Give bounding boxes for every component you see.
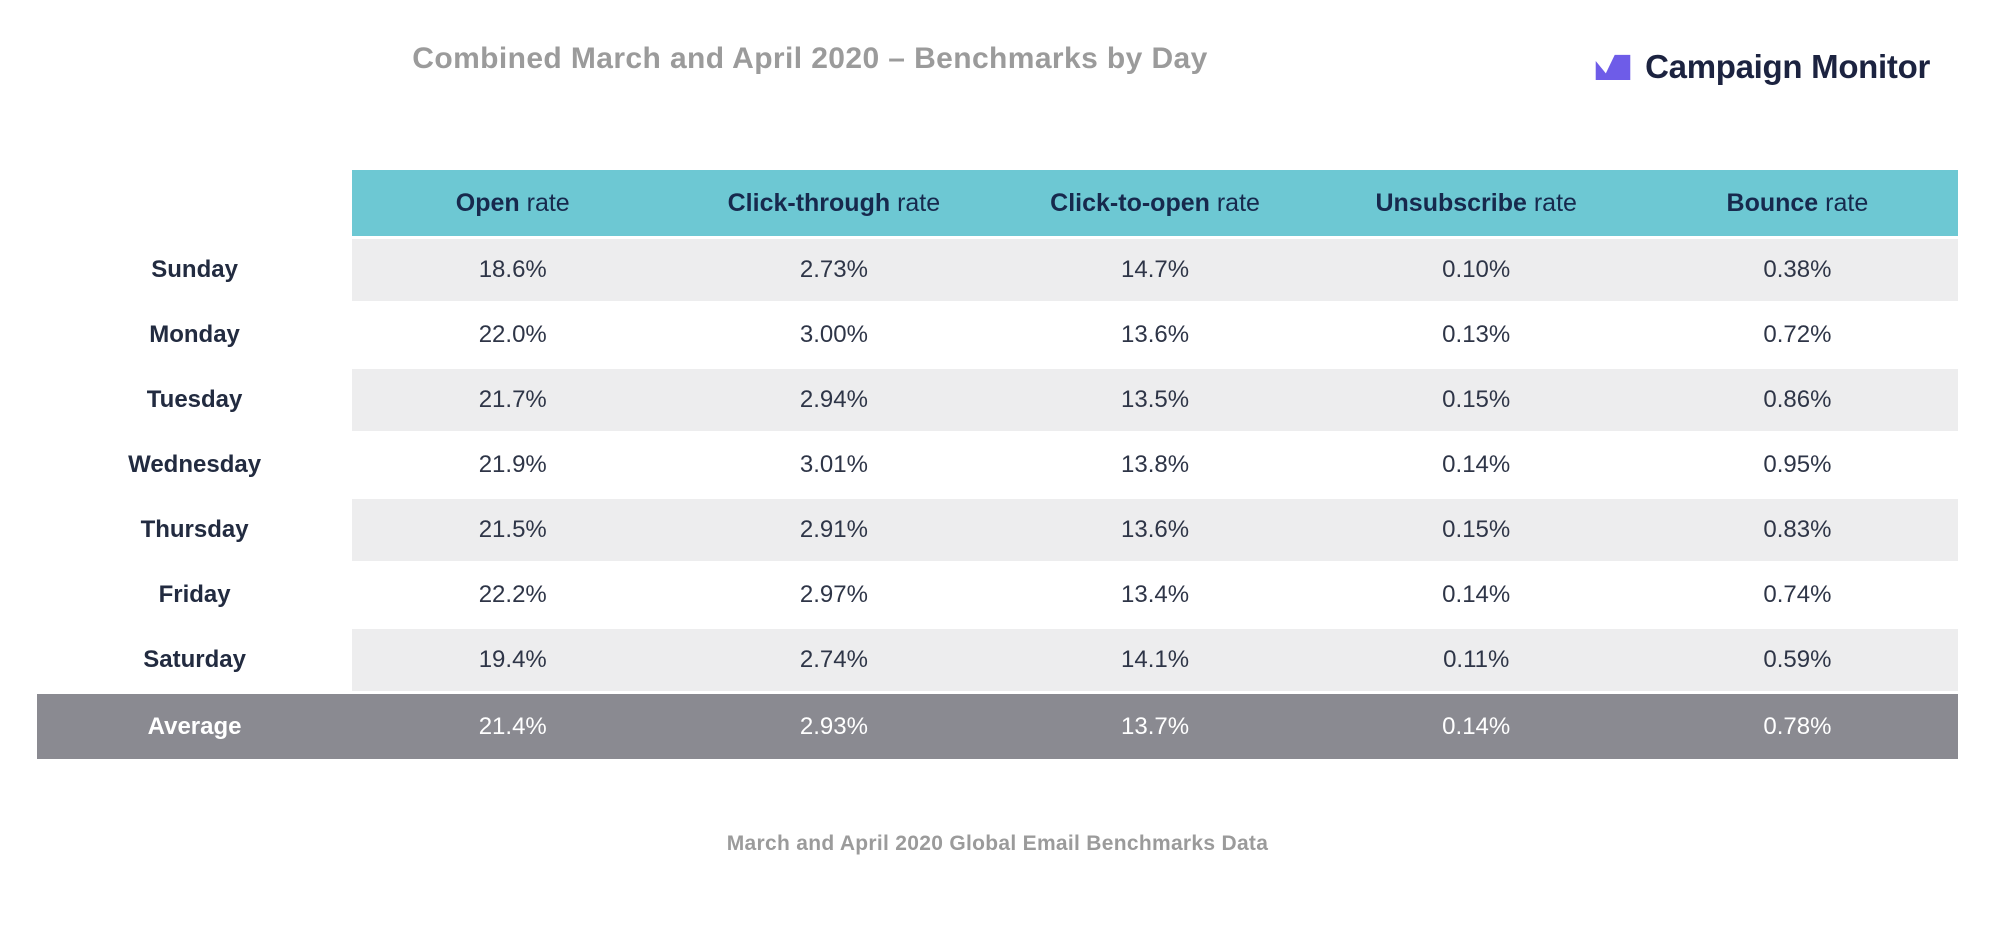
value-cell: 0.14% (1315, 564, 1637, 629)
row-label-cell: Thursday (37, 499, 353, 564)
value-cell: 0.72% (1636, 304, 1958, 369)
value-cell: 22.2% (352, 564, 674, 629)
value-cell: 0.13% (1315, 304, 1637, 369)
table-row: Thursday 21.5% 2.91% 13.6% 0.15% 0.83% (37, 499, 1958, 564)
table-row: Monday 22.0% 3.00% 13.6% 0.13% 0.72% (37, 304, 1958, 369)
average-row: Average 21.4% 2.93% 13.7% 0.14% 0.78% (37, 694, 1958, 759)
source-caption: March and April 2020 Global Email Benchm… (726, 832, 1269, 855)
corner-header-cell (37, 170, 353, 239)
value-cell: 0.38% (1636, 239, 1958, 304)
value-cell: 0.78% (1636, 694, 1958, 759)
value-cell: 18.6% (352, 239, 674, 304)
value-cell: 0.95% (1636, 434, 1958, 499)
value-cell: 0.15% (1315, 369, 1637, 434)
column-header: Unsubscribe rate (1315, 170, 1637, 239)
value-cell: 13.5% (994, 369, 1316, 434)
benchmarks-table: Open rate Click-through rate Click-to-open… (37, 170, 1958, 759)
value-cell: 21.9% (352, 434, 674, 499)
page-title: Combined March and April 2020 – Benchmar… (412, 42, 1208, 75)
row-label-cell: Tuesday (37, 369, 353, 434)
value-cell: 0.11% (1315, 629, 1637, 694)
value-cell: 21.4% (352, 694, 674, 759)
table-row: Sunday 18.6% 2.73% 14.7% 0.10% 0.38% (37, 239, 1958, 304)
column-header: Click-to-open rate (994, 170, 1316, 239)
value-cell: 2.93% (673, 694, 995, 759)
value-cell: 3.01% (673, 434, 995, 499)
value-cell: 13.4% (994, 564, 1316, 629)
row-label-cell: Monday (37, 304, 353, 369)
table-row: Saturday 19.4% 2.74% 14.1% 0.11% 0.59% (37, 629, 1958, 694)
table-row: Wednesday 21.9% 3.01% 13.8% 0.14% 0.95% (37, 434, 1958, 499)
campaign-monitor-logo-icon (1594, 53, 1632, 81)
value-cell: 2.94% (673, 369, 995, 434)
value-cell: 2.97% (673, 564, 995, 629)
value-cell: 22.0% (352, 304, 674, 369)
table-row: Tuesday 21.7% 2.94% 13.5% 0.15% 0.86% (37, 369, 1958, 434)
table-body: Sunday 18.6% 2.73% 14.7% 0.10% 0.38% Monday 22.… (37, 239, 1958, 759)
row-label-cell: Average (37, 694, 353, 759)
value-cell: 3.00% (673, 304, 995, 369)
value-cell: 0.74% (1636, 564, 1958, 629)
campaign-monitor-logo: Campaign Monitor (1594, 48, 1930, 86)
row-label-cell: Friday (37, 564, 353, 629)
column-header: Click-through rate (673, 170, 995, 239)
column-header: Bounce rate (1636, 170, 1958, 239)
value-cell: 13.8% (994, 434, 1316, 499)
value-cell: 21.5% (352, 499, 674, 564)
value-cell: 2.73% (673, 239, 995, 304)
table-row: Friday 22.2% 2.97% 13.4% 0.14% 0.74% (37, 564, 1958, 629)
value-cell: 0.83% (1636, 499, 1958, 564)
value-cell: 0.86% (1636, 369, 1958, 434)
value-cell: 13.7% (994, 694, 1316, 759)
campaign-monitor-logo-text: Campaign Monitor (1645, 48, 1930, 85)
value-cell: 14.1% (994, 629, 1316, 694)
row-label-cell: Sunday (37, 239, 353, 304)
value-cell: 0.10% (1315, 239, 1637, 304)
value-cell: 0.14% (1315, 434, 1637, 499)
value-cell: 14.7% (994, 239, 1316, 304)
value-cell: 21.7% (352, 369, 674, 434)
top-bar: Combined March and April 2020 – Benchmar… (0, 34, 1999, 94)
value-cell: 13.6% (994, 304, 1316, 369)
value-cell: 2.91% (673, 499, 995, 564)
row-label-cell: Wednesday (37, 434, 353, 499)
value-cell: 13.6% (994, 499, 1316, 564)
value-cell: 2.74% (673, 629, 995, 694)
column-header: Open rate (352, 170, 674, 239)
value-cell: 19.4% (352, 629, 674, 694)
value-cell: 0.14% (1315, 694, 1637, 759)
value-cell: 0.59% (1636, 629, 1958, 694)
table-header-row: Open rate Click-through rate Click-to-open… (37, 170, 1958, 239)
row-label-cell: Saturday (37, 629, 353, 694)
value-cell: 0.15% (1315, 499, 1637, 564)
